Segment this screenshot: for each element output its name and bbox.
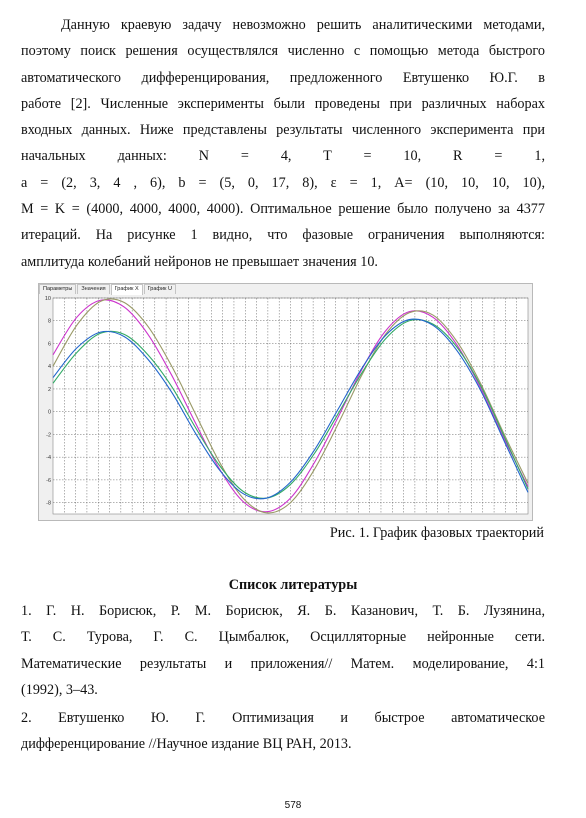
- text-line: Математические результаты и приложения//…: [21, 655, 545, 672]
- series-line-1: [52, 299, 529, 513]
- reference-1: 1. Г. Н. Борисюк, Р. М. Борисюк, Я. Б. К…: [21, 598, 545, 703]
- y-tick-label: 2: [48, 387, 51, 393]
- text-line: (1992), 3–43.: [21, 681, 98, 698]
- y-tick-label: 4: [48, 364, 51, 370]
- y-tick-label: 0: [48, 410, 51, 416]
- tab-graph-u[interactable]: График U: [143, 284, 176, 294]
- figure-tab-bar: Параметры Значения График X График U: [39, 284, 177, 295]
- references-title: Список литературы: [228, 577, 358, 593]
- tab-parameters[interactable]: Параметры: [39, 284, 77, 294]
- text-line: Т. С. Турова, Г. С. Цымбалюк, Осциллятор…: [21, 629, 545, 646]
- series-line-2: [52, 298, 529, 514]
- text-line: a = (2, 3, 4 , 6), b = (5, 0, 17, 8), ε …: [21, 174, 545, 191]
- tab-graph-x[interactable]: График X: [110, 284, 143, 295]
- text-line: итераций. На рисунке 1 видно, что фазовы…: [21, 227, 545, 244]
- text-line: дифференцирование //Научное издание ВЦ Р…: [21, 736, 352, 753]
- text-line: входных данных. Ниже представлены резуль…: [21, 122, 545, 139]
- y-tick-label: 6: [48, 341, 51, 347]
- y-tick-label: -2: [46, 432, 51, 438]
- y-tick-label: 8: [48, 319, 51, 325]
- text-line: амплитуда колебаний нейронов не превышае…: [21, 253, 378, 270]
- series-line-4: [52, 318, 529, 500]
- text-line: поэтому поиск решения осуществлялся числ…: [21, 43, 545, 60]
- series-line-3: [52, 319, 529, 499]
- text-line: 2. Евтушенко Ю. Г. Оптимизация и быстрое…: [21, 710, 545, 726]
- reference-2: 2. Евтушенко Ю. Г. Оптимизация и быстрое…: [21, 705, 545, 758]
- phase-trajectory-chart: 10 8 6 4 2 0 -2 -4 -6 -8: [45, 296, 529, 515]
- y-tick-label: -4: [46, 455, 51, 461]
- body-paragraph: Данную краевую задачу невозможно решить …: [21, 12, 545, 275]
- text-line: работе [2]. Численные эксперименты были …: [21, 95, 545, 112]
- text-line: 1. Г. Н. Борисюк, Р. М. Борисюк, Я. Б. К…: [21, 603, 545, 619]
- y-tick-label: -8: [46, 501, 51, 507]
- figure-caption: Рис. 1. График фазовых траекторий: [329, 525, 544, 541]
- text-line: Данную краевую задачу невозможно решить …: [61, 17, 545, 33]
- text-line: M = K = (4000, 4000, 4000, 4000). Оптима…: [21, 201, 545, 218]
- y-tick-label: 10: [45, 296, 51, 302]
- text-line: автоматического дифференцирования, предл…: [21, 69, 545, 86]
- phase-trajectory-figure: Параметры Значения График X График U 10 8…: [38, 283, 533, 521]
- text-line: начальных данных: N = 4, T = 10, R = 1,: [21, 148, 545, 165]
- y-tick-label: -6: [46, 478, 51, 484]
- page-number: 578: [284, 800, 302, 811]
- tab-values[interactable]: Значения: [77, 284, 110, 294]
